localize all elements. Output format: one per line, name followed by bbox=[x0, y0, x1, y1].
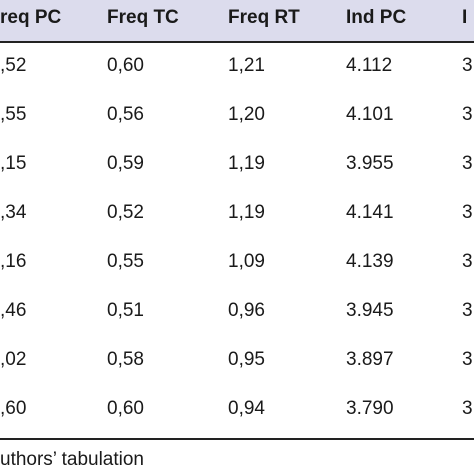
table-cell: 0,55 bbox=[107, 251, 144, 272]
table-cell: 3 bbox=[462, 300, 473, 321]
table-cell: 3.790 bbox=[346, 398, 394, 419]
table-cell: ,46 bbox=[0, 300, 27, 321]
table-cell: 4.112 bbox=[346, 55, 393, 76]
table-cell: 0,60 bbox=[107, 398, 144, 419]
table-cell: ,60 bbox=[0, 398, 27, 419]
table-cell: 0,60 bbox=[107, 55, 144, 76]
header-cell: req PC bbox=[0, 7, 62, 28]
table-cell: 3 bbox=[462, 349, 473, 370]
table-cell: 4.141 bbox=[346, 202, 394, 223]
table-cell: ,15 bbox=[0, 153, 27, 174]
table-cell: 3 bbox=[462, 153, 473, 174]
bottom-rule bbox=[0, 438, 474, 440]
table-cell: 0,56 bbox=[107, 104, 144, 125]
table-cell: 1,09 bbox=[228, 251, 265, 272]
table-cell: 0,94 bbox=[228, 398, 265, 419]
table-cell: 3 bbox=[462, 55, 473, 76]
table-cell: 0,51 bbox=[107, 300, 144, 321]
table-cell: 3.955 bbox=[346, 153, 394, 174]
header-cell: Ind PC bbox=[346, 7, 407, 28]
header-cell: Freq RT bbox=[228, 7, 300, 28]
table-cell: 3.945 bbox=[346, 300, 394, 321]
header-rule bbox=[0, 41, 474, 43]
table-cell: ,34 bbox=[0, 202, 27, 223]
table-cell: 3 bbox=[462, 251, 473, 272]
table-cell: ,55 bbox=[0, 104, 27, 125]
table-cell: 4.139 bbox=[346, 251, 394, 272]
table-cell: 1,20 bbox=[228, 104, 265, 125]
table-cell: 3 bbox=[462, 104, 473, 125]
table-cell: 0,52 bbox=[107, 202, 144, 223]
header-cell: Freq TC bbox=[107, 7, 179, 28]
table-cell: ,02 bbox=[0, 349, 27, 370]
table-cell: 0,58 bbox=[107, 349, 144, 370]
table-cell: ,52 bbox=[0, 55, 27, 76]
table-cell: 3 bbox=[462, 202, 473, 223]
table-cell: 0,95 bbox=[228, 349, 265, 370]
footer: uthors’ tabulation bbox=[0, 449, 145, 470]
header-cell: I bbox=[462, 7, 468, 28]
table-cell: 4.101 bbox=[346, 104, 394, 125]
table-cell: 1,19 bbox=[228, 202, 265, 223]
table-cell: ,16 bbox=[0, 251, 27, 272]
table-cell: 0,96 bbox=[228, 300, 265, 321]
header-background bbox=[0, 0, 474, 41]
table-cell: 3.897 bbox=[346, 349, 394, 370]
table-cell: 1,19 bbox=[228, 153, 265, 174]
table-cell: 3 bbox=[462, 398, 473, 419]
table-cell: 1,21 bbox=[228, 55, 265, 76]
table-cell: 0,59 bbox=[107, 153, 144, 174]
